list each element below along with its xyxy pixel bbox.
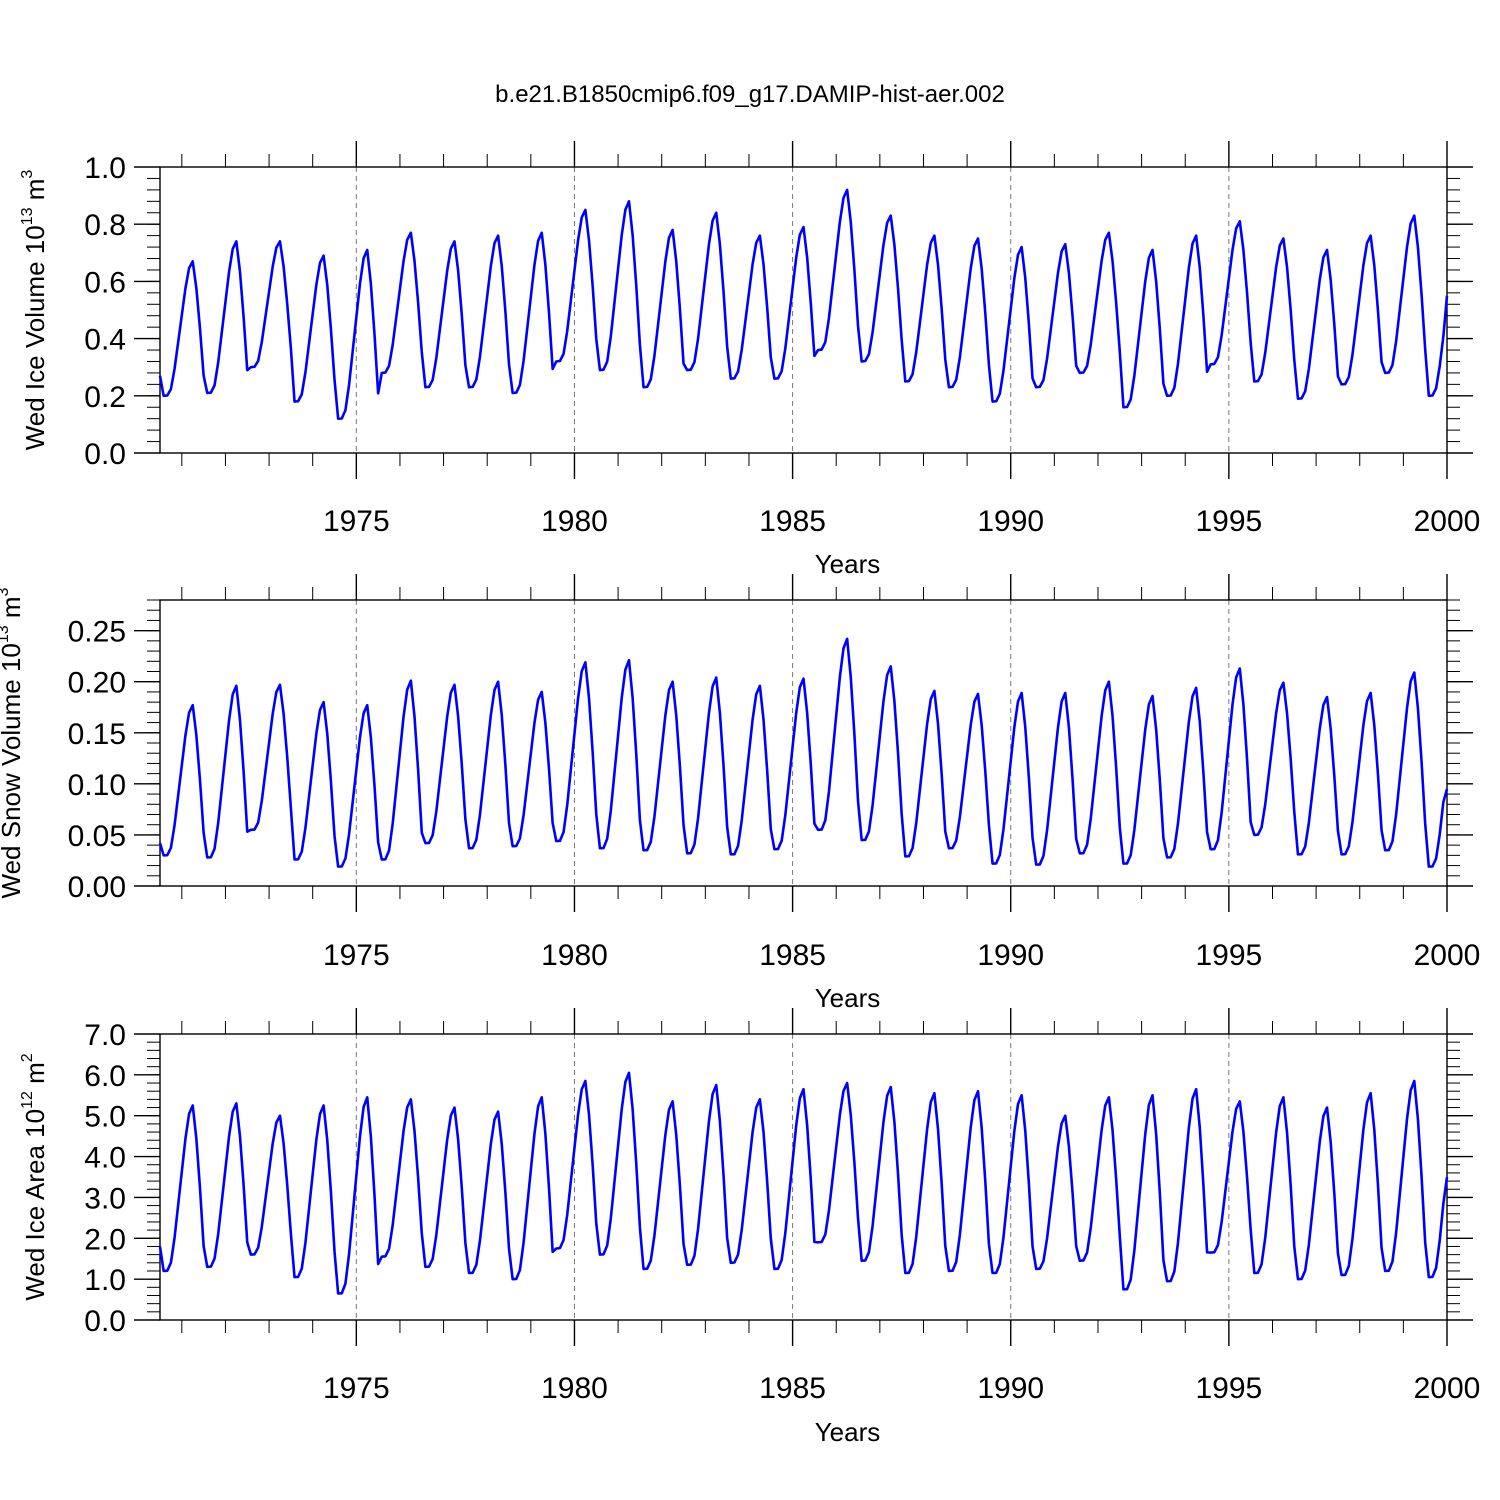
series-line-ice-area xyxy=(158,1071,1449,1295)
y-tick-label: 0.8 xyxy=(84,209,126,242)
x-tick-label: 1980 xyxy=(541,1372,608,1405)
y-axis-label-unit: m xyxy=(20,1062,50,1091)
y-tick-label: 0.6 xyxy=(84,266,126,299)
y-tick-label: 0.2 xyxy=(84,381,126,414)
y-tick-label: 0.10 xyxy=(68,769,126,802)
y-axis-label-unit-exponent: 3 xyxy=(0,587,12,596)
x-tick-label: 1975 xyxy=(323,939,390,972)
x-tick-label: 1985 xyxy=(759,505,826,538)
x-tick-label: 1995 xyxy=(1195,505,1262,538)
y-tick-label: 5.0 xyxy=(84,1101,126,1134)
y-tick-label: 4.0 xyxy=(84,1142,126,1175)
chart-title: b.e21.B1850cmip6.f09_g17.DAMIP-hist-aer.… xyxy=(495,81,1005,108)
y-tick-label: 6.0 xyxy=(84,1060,126,1093)
y-axis-label-exponent: 12 xyxy=(19,1091,36,1109)
x-tick-label: 2000 xyxy=(1414,939,1481,972)
y-tick-label: 1.0 xyxy=(84,152,126,185)
y-tick-label: 3.0 xyxy=(84,1182,126,1215)
panel-ice-area: 1975 1980 1985 1990 1995 2000 0.0 1.0 2.0 3.0 4.0 5… xyxy=(19,1008,1480,1447)
y-axis-label-exponent: 13 xyxy=(0,625,12,643)
x-tick-label: 1995 xyxy=(1195,1372,1262,1405)
y-tick-label: 0.05 xyxy=(68,820,126,853)
series-line-snow-volume xyxy=(158,637,1449,868)
x-tick-label: 2000 xyxy=(1414,1372,1481,1405)
x-tick-label: 1995 xyxy=(1195,939,1262,972)
y-tick-label: 0.0 xyxy=(84,438,126,471)
panel-snow-volume: 1975 1980 1985 1990 1995 2000 0.00 0.05 0.10 0.15… xyxy=(0,574,1480,1013)
y-axis-label: Wed Ice Volume 1013 m3 xyxy=(19,170,50,451)
y-axis-label-unit: m xyxy=(20,179,50,208)
y-axis-label-exponent: 13 xyxy=(19,207,36,225)
y-tick-label: 0.20 xyxy=(68,667,126,700)
x-tick-label: 1985 xyxy=(759,1372,826,1405)
x-axis-label: Years xyxy=(815,983,881,1013)
x-tick-label: 1990 xyxy=(977,1372,1044,1405)
series-line-ice-volume xyxy=(158,188,1449,420)
y-tick-label: 0.00 xyxy=(68,871,126,904)
y-tick-label: 0.15 xyxy=(68,718,126,751)
x-tick-label: 1980 xyxy=(541,505,608,538)
panel-ice-volume: 1975 1980 1985 1990 1995 2000 0.0 0.2 0.4 0.6 0.8 1… xyxy=(19,141,1480,579)
panels: 1975 1980 1985 1990 1995 2000 0.0 0.2 0.4 0.6 0.8 1… xyxy=(0,141,1480,1447)
y-tick-label: 7.0 xyxy=(84,1019,126,1052)
x-tick-label: 1980 xyxy=(541,939,608,972)
y-tick-label: 1.0 xyxy=(84,1264,126,1297)
y-axis-label-unit: m xyxy=(0,596,26,625)
y-axis-label-unit-exponent: 2 xyxy=(19,1053,36,1062)
x-tick-label: 1975 xyxy=(323,1372,390,1405)
y-axis-label-text: Wed Ice Volume 10 xyxy=(20,225,50,450)
y-axis-label: Wed Ice Area 1012 m2 xyxy=(19,1053,50,1300)
x-tick-label: 2000 xyxy=(1414,505,1481,538)
y-tick-label: 2.0 xyxy=(84,1223,126,1256)
y-tick-label: 0.0 xyxy=(84,1305,126,1338)
x-tick-label: 1985 xyxy=(759,939,826,972)
y-axis-label-unit-exponent: 3 xyxy=(19,170,36,179)
y-tick-label: 0.4 xyxy=(84,324,126,357)
x-tick-label: 1990 xyxy=(977,939,1044,972)
x-axis-label: Years xyxy=(815,549,881,579)
x-axis-label: Years xyxy=(815,1417,881,1447)
y-axis-label-text: Wed Snow Volume 10 xyxy=(0,643,26,898)
y-axis-label-text: Wed Ice Area 10 xyxy=(20,1109,50,1301)
y-axis-label: Wed Snow Volume 1013 m3 xyxy=(0,587,26,898)
x-tick-label: 1990 xyxy=(977,505,1044,538)
x-tick-label: 1975 xyxy=(323,505,390,538)
y-tick-label: 0.25 xyxy=(68,616,126,649)
